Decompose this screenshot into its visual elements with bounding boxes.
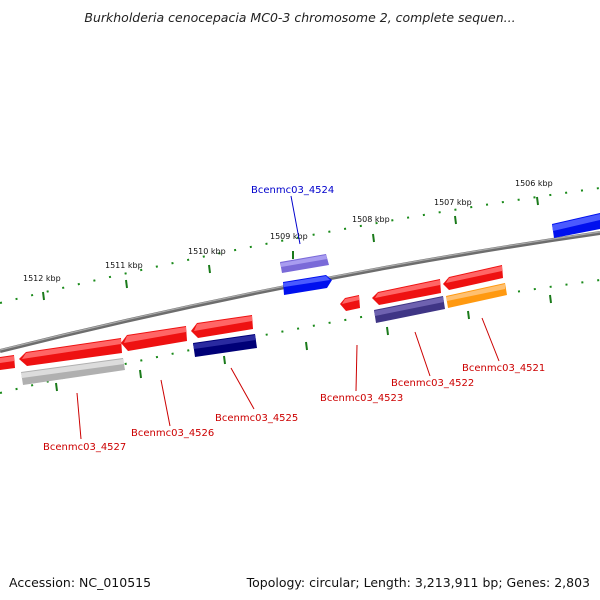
kbp-label: 1510 kbp (188, 247, 226, 256)
kbp-label: 1508 kbp (352, 215, 390, 224)
gene-label-4522[interactable]: Bcenmc03_4522 (391, 378, 474, 389)
kbp-label: 1512 kbp (23, 274, 61, 283)
major-ticks-outer (42, 196, 539, 301)
inner-tick-track (0, 279, 600, 394)
leader-4524 (290, 195, 301, 245)
gene-label-4524[interactable]: Bcenmc03_4524 (251, 185, 334, 196)
leader-4526 (160, 379, 171, 427)
gene-label-4527[interactable]: Bcenmc03_4527 (43, 442, 126, 453)
kbp-label: 1511 kbp (105, 261, 143, 270)
leader-4521 (481, 317, 500, 362)
leader-4523 (355, 344, 358, 392)
gene-label-4523[interactable]: Bcenmc03_4523 (320, 393, 403, 404)
leader-4522 (414, 331, 431, 377)
leader-4525 (230, 367, 255, 410)
kbp-label: 1507 kbp (434, 198, 472, 207)
major-ticks-inner (55, 294, 552, 392)
accession-text: Accession: NC_010515 (9, 575, 152, 590)
kbp-label: 1506 kbp (515, 179, 553, 188)
kbp-label: 1509 kbp (270, 232, 308, 241)
map-title: Burkholderia cenocepacia MC0-3 chromosom… (84, 10, 516, 25)
leader-4527 (76, 392, 82, 440)
gene-label-4525[interactable]: Bcenmc03_4525 (215, 413, 298, 424)
gene-label-4521[interactable]: Bcenmc03_4521 (462, 363, 545, 374)
gene-label-4526[interactable]: Bcenmc03_4526 (131, 428, 214, 439)
topology-text: Topology: circular; Length: 3,213,911 bp… (246, 575, 590, 590)
